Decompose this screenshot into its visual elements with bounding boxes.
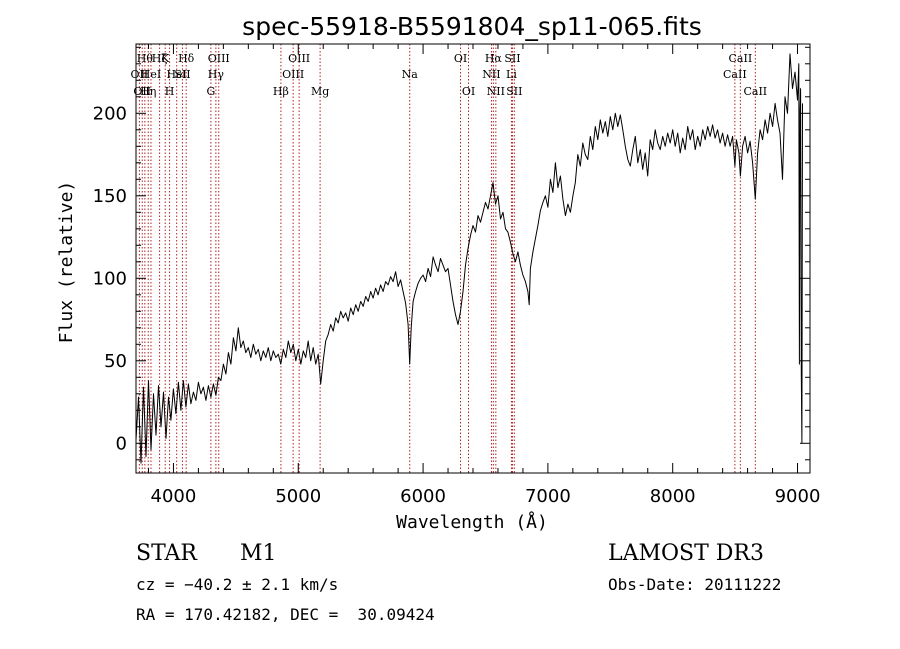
spectral-line-label: OI: [454, 52, 467, 65]
x-tick-label: 7000: [525, 486, 571, 507]
object-subclass: M1: [240, 541, 277, 566]
spectral-line-label: Mg: [311, 85, 329, 98]
coordinates-info: RA = 170.42182, DEC = 30.09424: [136, 605, 435, 624]
spectral-line-label: Hα: [485, 52, 503, 65]
spectral-line-label: Li: [506, 68, 517, 81]
spectral-line-label: OIII: [282, 68, 304, 81]
x-tick-label: 8000: [650, 486, 696, 507]
spectral-line-label: CaII: [729, 52, 753, 65]
spectral-line-label: OIII: [288, 52, 310, 65]
spectrum-line: [135, 53, 803, 464]
x-axis-ticks: 4000 5000 6000 7000 8000 9000: [147, 44, 821, 507]
spectral-line-labels: OIIOIIHθHηHeIHζKHHeISIIHδGHγOIIIHβOIIIOI…: [131, 52, 768, 98]
spectral-line-markers: [138, 44, 756, 473]
object-class: STAR: [136, 541, 198, 566]
spectral-line-label: CaII: [723, 68, 747, 81]
spectral-line-label: Hζ: [152, 52, 168, 65]
spectral-line-label: SII: [506, 85, 522, 98]
spectral-line-label: OII: [131, 68, 149, 81]
spectral-line-label: Hγ: [208, 68, 225, 81]
spectral-line-label: Hδ: [178, 52, 195, 65]
spectral-line-label: HeI: [166, 68, 186, 81]
y-tick-label: 50: [104, 351, 127, 372]
spectral-line-label: NII: [482, 68, 500, 81]
spectral-line-label: K: [161, 52, 170, 65]
x-tick-label: 9000: [775, 486, 821, 507]
spectral-line-label: H: [165, 85, 175, 98]
x-tick-label: 6000: [400, 486, 446, 507]
spectral-line-label: SII: [174, 68, 190, 81]
spectral-line-label: CaII: [743, 85, 767, 98]
spectral-line-label: OII: [133, 85, 151, 98]
spectral-line-label: Hη: [140, 85, 156, 98]
y-tick-label: 0: [116, 433, 127, 454]
y-axis-label: Flux (relative): [56, 181, 77, 344]
plot-frame: [135, 43, 811, 474]
y-tick-label: 200: [93, 103, 127, 124]
spectral-line-label: Na: [402, 68, 419, 81]
y-axis-ticks: 0 50 100 150 200: [93, 46, 810, 461]
spectral-line-label: OI: [462, 85, 475, 98]
spectral-line-label: SII: [504, 52, 520, 65]
spectral-line-label: G: [206, 85, 215, 98]
x-axis-label: Wavelength (Å): [396, 511, 548, 533]
spectral-line-label: Hβ: [273, 85, 289, 98]
survey-name: LAMOST DR3: [608, 541, 764, 566]
spectral-line-label: NII: [487, 85, 505, 98]
x-tick-label: 5000: [275, 486, 321, 507]
chart-title: spec-55918-B5591804_sp11-065.fits: [242, 12, 702, 41]
spectral-line-label: Hθ: [137, 52, 154, 65]
spectral-line-label: OIII: [208, 52, 230, 65]
y-tick-label: 150: [93, 186, 127, 207]
y-tick-label: 100: [93, 268, 127, 289]
x-tick-label: 4000: [151, 486, 197, 507]
redshift-info: cz = −40.2 ± 2.1 km/s: [136, 575, 338, 594]
spectral-line-label: HeI: [141, 68, 161, 81]
observation-date: Obs-Date: 20111222: [608, 575, 781, 594]
